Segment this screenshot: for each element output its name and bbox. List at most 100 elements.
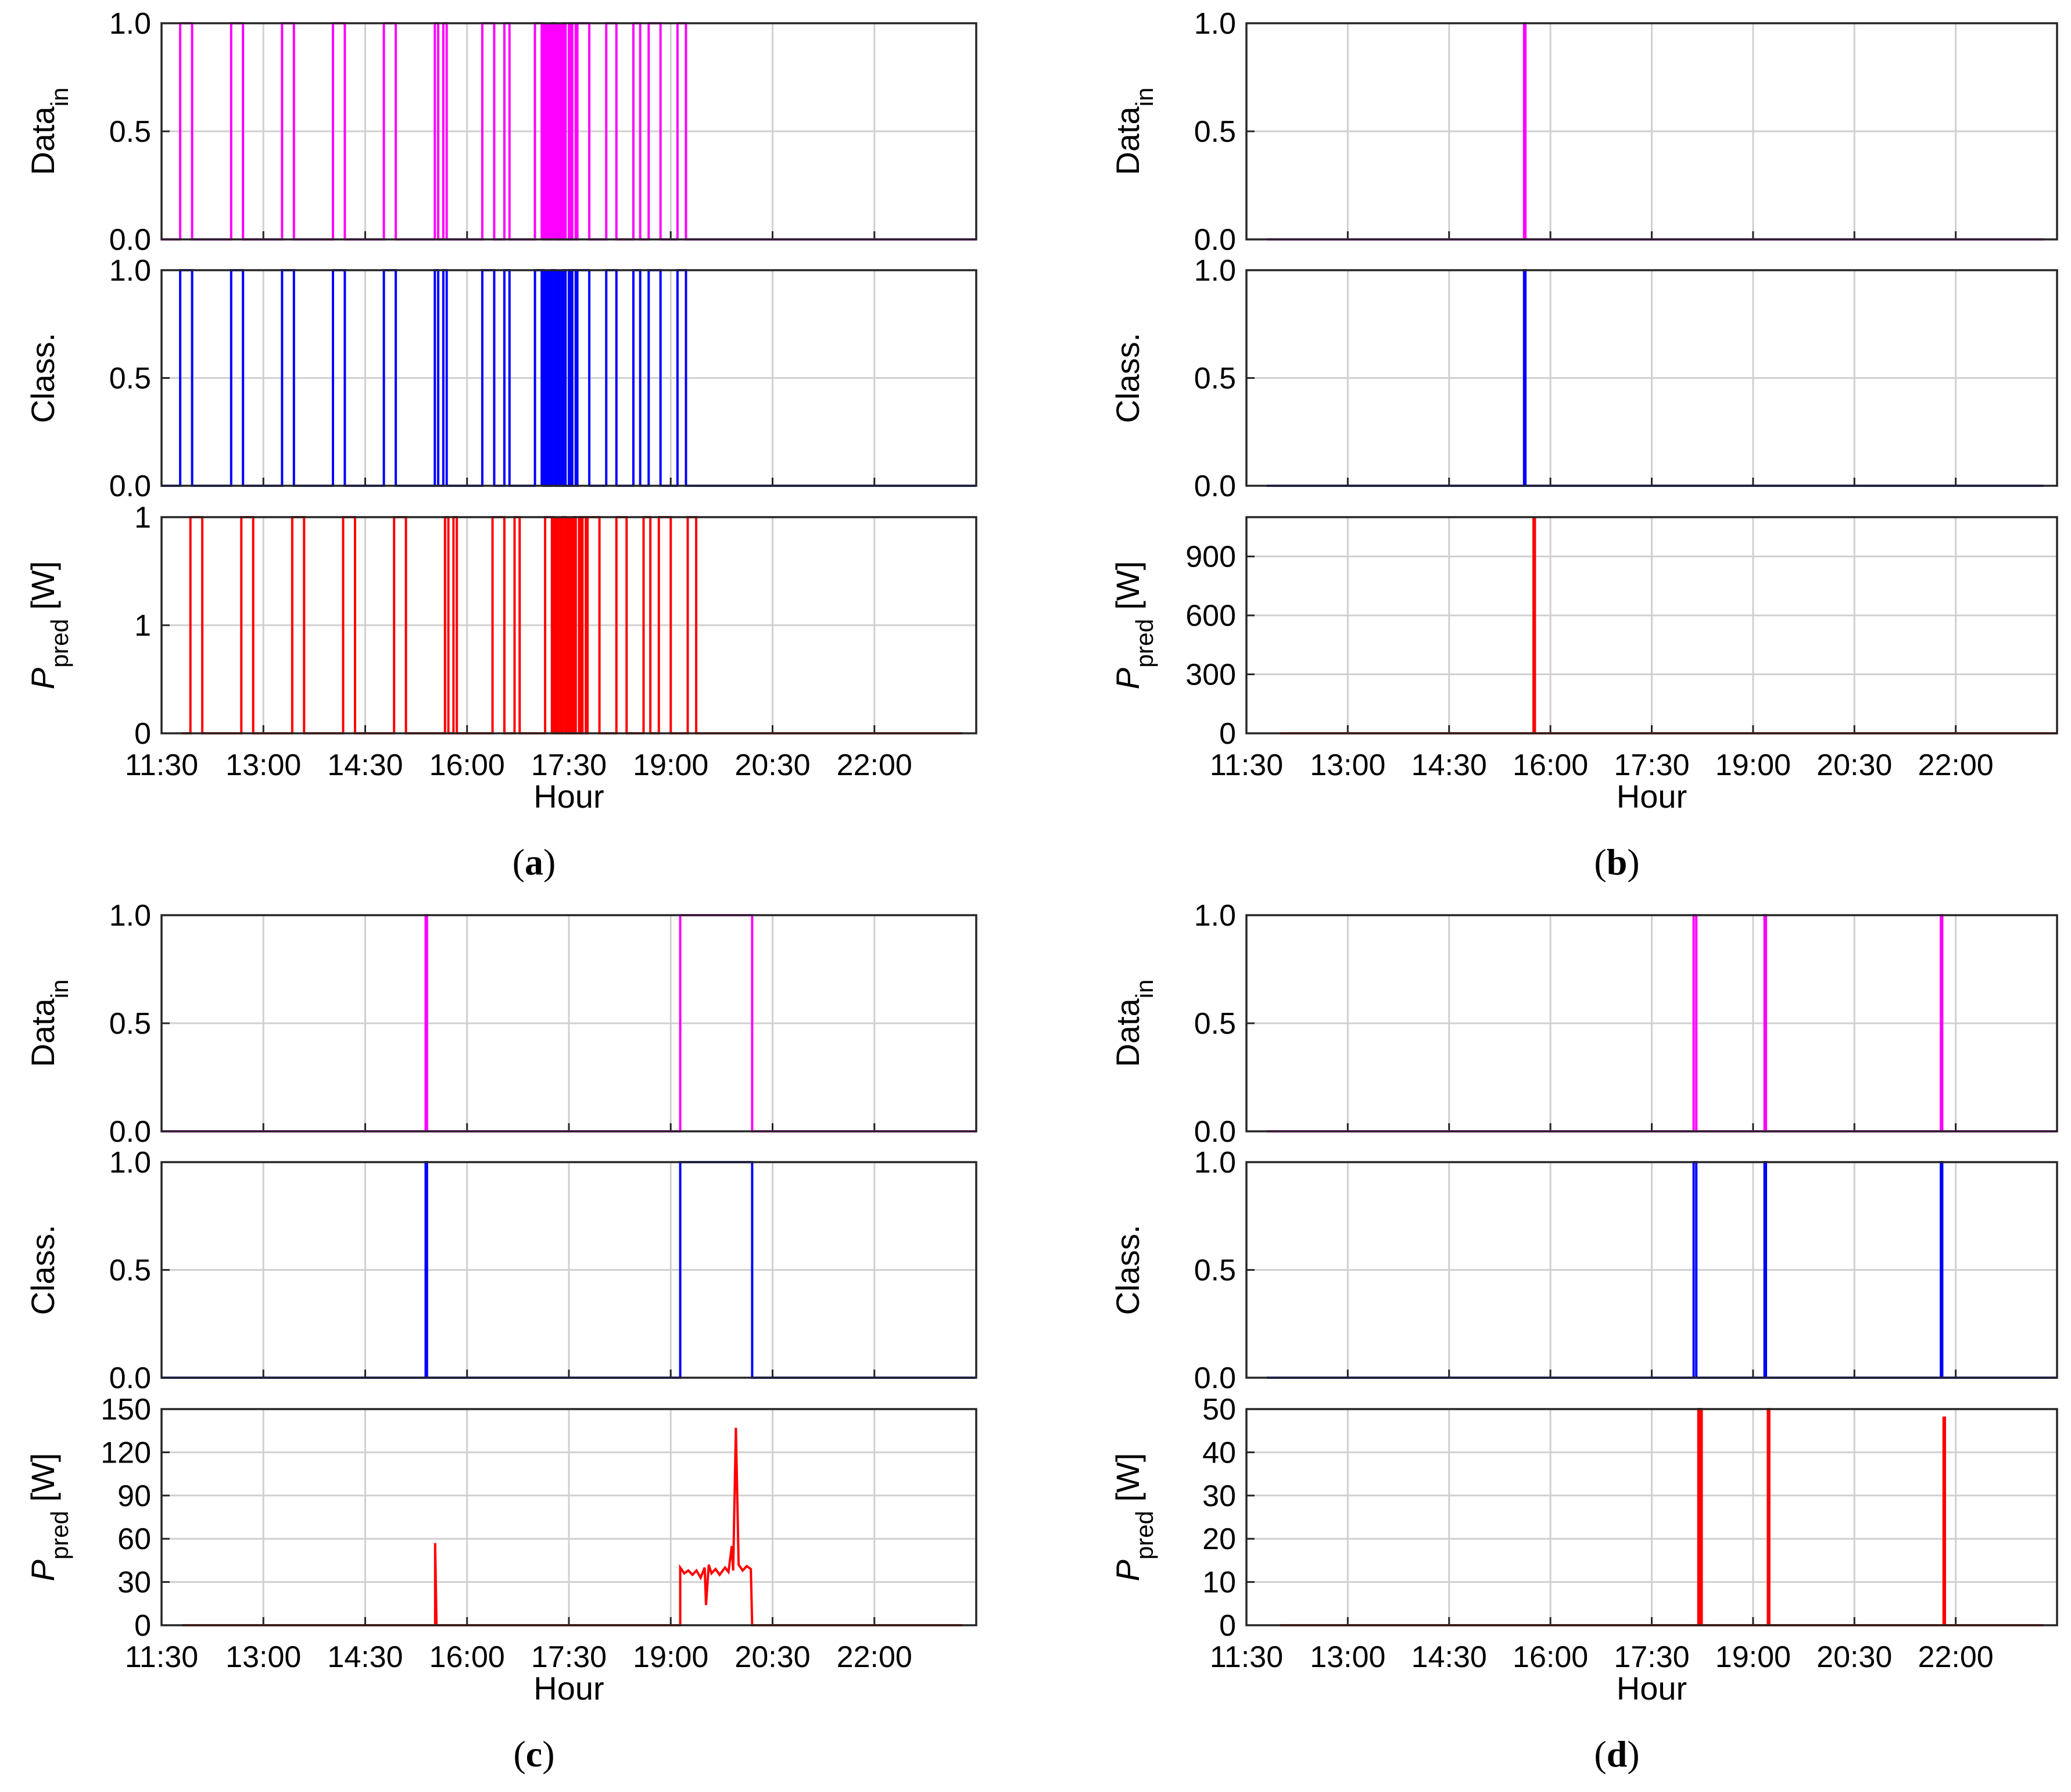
y-axis-label: Class. xyxy=(1109,333,1146,424)
y-tick-label: 1.0 xyxy=(109,254,151,288)
y-axis-label: Ppred [W] xyxy=(24,1453,73,1582)
y-tick-label: 0.5 xyxy=(1194,1254,1236,1288)
x-tick-label: 13:00 xyxy=(1310,748,1385,782)
y-tick-label: 0 xyxy=(1219,1609,1236,1643)
panel-class-b: 0.0 0.5 1.0 Class. xyxy=(1109,254,2058,503)
y-tick-label: 1.0 xyxy=(1194,7,1236,41)
y-tick-label: 120 xyxy=(101,1436,151,1470)
axes-frame xyxy=(160,22,977,241)
y-tick-label: 0.0 xyxy=(109,1115,151,1149)
y-tick-label: 0.0 xyxy=(109,469,151,503)
x-tick-label: 17:30 xyxy=(1614,1640,1689,1674)
x-tick-label: 20:30 xyxy=(734,748,810,782)
x-tick-label: 20:30 xyxy=(1816,1640,1892,1674)
y-tick-label: 1.0 xyxy=(109,1146,151,1180)
y-tick-label: 0.5 xyxy=(109,115,151,149)
y-tick-label: 0 xyxy=(134,717,151,751)
axes-frame xyxy=(160,914,977,1132)
y-tick-label: 150 xyxy=(101,1393,151,1427)
axes-frame xyxy=(1245,269,2058,487)
x-tick-label: 22:00 xyxy=(837,748,912,782)
axes-frame xyxy=(1245,516,2058,734)
x-tick-label: 11:30 xyxy=(125,748,198,782)
y-axis-label: Class. xyxy=(1109,1225,1146,1316)
y-tick-label: 1.0 xyxy=(109,7,151,41)
subfigure-c: 0.0 0.5 1.0 Datain 0.0 0.5 1.0 Class. 0 30 60 90 120… xyxy=(24,899,977,1775)
x-tick-label: 13:00 xyxy=(225,1640,301,1674)
x-tick-label: 11:30 xyxy=(1210,748,1283,782)
x-tick-label: 17:30 xyxy=(531,1640,607,1674)
y-tick-label: 0 xyxy=(1219,717,1236,751)
y-axis-label: Ppred [W] xyxy=(1109,1453,1158,1582)
y-axis-label: Class. xyxy=(24,1225,61,1316)
x-tick-label: 19:00 xyxy=(1715,1640,1791,1674)
y-tick-label: 1 xyxy=(134,501,151,535)
y-tick-label: 60 xyxy=(117,1522,151,1556)
y-axis-label: Datain xyxy=(1109,88,1158,175)
y-tick-label: 0.5 xyxy=(1194,362,1236,396)
y-tick-label: 0.0 xyxy=(1194,469,1236,503)
x-tick-label: 19:00 xyxy=(1715,748,1791,782)
panel-class-a: 0.0 0.5 1.0 Class. xyxy=(24,254,977,503)
axes-frame xyxy=(1245,22,2058,241)
y-tick-label: 900 xyxy=(1185,540,1236,574)
y-tick-label: 1.0 xyxy=(1194,1146,1236,1180)
axes-frame xyxy=(1245,914,2058,1132)
x-tick-label: 19:00 xyxy=(633,748,708,782)
y-axis-label: Ppred [W] xyxy=(1109,561,1158,690)
y-tick-label: 0.0 xyxy=(1194,223,1236,257)
y-tick-label: 40 xyxy=(1202,1436,1236,1470)
x-tick-label: 19:00 xyxy=(633,1640,708,1674)
x-tick-label: 11:30 xyxy=(1210,1640,1283,1674)
y-tick-label: 30 xyxy=(1202,1479,1236,1513)
x-tick-label: 22:00 xyxy=(1918,748,1994,782)
y-tick-label: 20 xyxy=(1202,1522,1236,1556)
y-tick-label: 0.0 xyxy=(109,223,151,257)
y-tick-label: 0.5 xyxy=(109,1007,151,1041)
y-axis-label: Class. xyxy=(24,333,61,424)
y-tick-label: 0 xyxy=(134,1609,151,1643)
x-tick-label: 13:00 xyxy=(1310,1640,1385,1674)
subfigure-d: 0.0 0.5 1.0 Datain 0.0 0.5 1.0 Class. 0 10 20 30 40 5… xyxy=(1109,899,2058,1775)
x-tick-label: 22:00 xyxy=(1918,1640,1994,1674)
panel-data_in-c: 0.0 0.5 1.0 Datain xyxy=(24,899,977,1149)
y-tick-label: 0.5 xyxy=(109,1254,151,1288)
x-tick-label: 16:00 xyxy=(429,1640,505,1674)
axes-frame xyxy=(1245,1161,2058,1379)
x-tick-label: 16:00 xyxy=(1513,1640,1588,1674)
y-tick-label: 0.5 xyxy=(1194,115,1236,149)
x-axis-label: Hour xyxy=(1617,1670,1687,1707)
panel-data_in-a: 0.0 0.5 1.0 Datain xyxy=(24,7,977,257)
trace-p_pred xyxy=(1280,1408,2044,1626)
caption-b: (b) xyxy=(1594,841,1639,883)
y-tick-label: 0.0 xyxy=(1194,1115,1236,1149)
y-axis-label: Ppred [W] xyxy=(24,561,73,690)
x-tick-label: 20:30 xyxy=(734,1640,810,1674)
trace-p_pred xyxy=(182,1428,963,1626)
x-tick-label: 13:00 xyxy=(225,748,301,782)
x-tick-label: 16:00 xyxy=(1513,748,1588,782)
panel-data_in-d: 0.0 0.5 1.0 Datain xyxy=(1109,899,2058,1149)
x-axis-label: Hour xyxy=(533,1670,604,1707)
caption-d: (d) xyxy=(1594,1733,1639,1775)
y-tick-label: 600 xyxy=(1185,599,1236,633)
y-tick-label: 10 xyxy=(1202,1566,1236,1600)
subfigure-b: 0.0 0.5 1.0 Datain 0.0 0.5 1.0 Class. 0 300 600 900… xyxy=(1109,7,2058,883)
x-tick-label: 14:30 xyxy=(1411,1640,1487,1674)
axes-frame xyxy=(1245,1408,2058,1626)
trace-p_pred xyxy=(1280,518,2057,734)
y-tick-label: 90 xyxy=(117,1479,151,1513)
subfigure-a: 0.0 0.5 1.0 Datain 0.0 0.5 1.0 Class. 0 1 1 Ppred [… xyxy=(24,7,977,883)
x-tick-label: 22:00 xyxy=(837,1640,912,1674)
y-axis-label: Datain xyxy=(24,980,73,1067)
x-tick-label: 17:30 xyxy=(1614,748,1689,782)
panel-p_pred-a: 0 1 1 Ppred [W] xyxy=(24,501,977,751)
y-tick-label: 1.0 xyxy=(109,899,151,933)
y-tick-label: 50 xyxy=(1202,1393,1236,1427)
y-tick-label: 0.5 xyxy=(109,362,151,396)
caption-a: (a) xyxy=(513,841,556,883)
x-tick-label: 14:30 xyxy=(1411,748,1487,782)
panel-p_pred-b: 0 300 600 900 Ppred [W] xyxy=(1109,516,2058,751)
caption-c: (c) xyxy=(513,1733,554,1775)
